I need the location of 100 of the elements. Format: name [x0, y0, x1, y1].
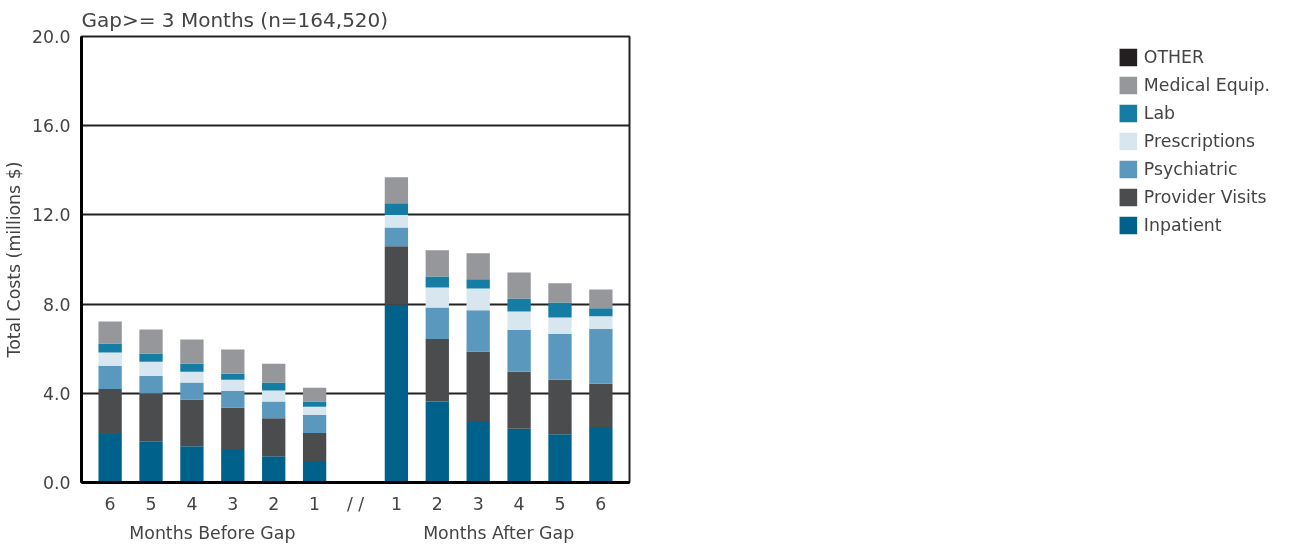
bar — [507, 371, 531, 429]
bar — [139, 361, 163, 376]
bar — [139, 353, 163, 362]
bar — [262, 382, 286, 391]
bar — [262, 401, 286, 419]
bar — [139, 441, 163, 483]
x-tick-label: 1 — [390, 493, 402, 514]
legend-label: Inpatient — [1143, 215, 1222, 235]
x-tick-label: 4 — [513, 493, 525, 514]
bar — [221, 379, 245, 392]
bar — [589, 328, 613, 384]
bar — [180, 446, 204, 483]
bar — [139, 329, 163, 354]
bar — [98, 343, 122, 353]
bar — [507, 298, 531, 312]
legend-label: Lab — [1143, 103, 1176, 123]
x-tick-label: 6 — [595, 493, 607, 514]
bar — [384, 177, 409, 204]
bar — [425, 401, 449, 483]
bar — [548, 434, 572, 483]
bar — [221, 391, 245, 408]
bar — [466, 253, 490, 280]
x-tick-label: 3 — [227, 493, 239, 514]
y-tick-label: 20.0 — [31, 27, 71, 47]
y-tick-label: 16.0 — [31, 116, 71, 137]
bar — [548, 302, 572, 318]
bar — [98, 352, 122, 366]
bar — [180, 399, 204, 447]
legend-label: OTHER — [1143, 47, 1205, 67]
x-tick-label: 2 — [431, 493, 443, 514]
legend-label: Psychiatric — [1143, 159, 1238, 179]
x-tick-label: 5 — [145, 493, 157, 514]
x-tick-label: 3 — [472, 493, 484, 514]
bar — [589, 426, 613, 483]
bar — [221, 449, 245, 483]
bar — [302, 432, 327, 462]
bar — [262, 390, 286, 402]
x-tick-label: 1 — [309, 493, 321, 514]
bar — [180, 363, 204, 372]
bar — [425, 338, 449, 402]
bar — [262, 363, 286, 383]
bar — [221, 407, 245, 450]
bar — [507, 311, 531, 330]
bar — [302, 406, 327, 415]
bar — [384, 227, 409, 247]
x-tick-label: 4 — [186, 493, 198, 514]
bar — [384, 246, 409, 305]
bar — [302, 414, 327, 433]
bar — [98, 389, 122, 435]
bar — [466, 420, 490, 483]
x-tick-label: 6 — [104, 493, 116, 514]
bar — [425, 276, 449, 288]
bar — [466, 279, 490, 289]
bar — [98, 321, 122, 344]
bar — [98, 434, 122, 483]
legend-label: Medical Equip. — [1143, 75, 1270, 95]
bar — [425, 250, 449, 277]
y-tick-label: 4.0 — [42, 383, 71, 404]
text: Months After Gap — [423, 522, 575, 543]
bar — [180, 371, 204, 383]
legend-label: Prescriptions — [1143, 131, 1256, 151]
bar — [425, 287, 449, 308]
bar — [589, 316, 613, 329]
bar — [589, 308, 613, 317]
bar — [221, 349, 245, 374]
x-tick-label: 5 — [554, 493, 566, 514]
bar — [589, 383, 613, 427]
bar — [262, 456, 286, 483]
bar — [139, 393, 163, 442]
bar — [139, 375, 163, 394]
y-tick-label: 12.0 — [31, 205, 71, 226]
bar — [507, 272, 531, 299]
y-tick-label: 0.0 — [42, 473, 71, 493]
bar — [466, 310, 490, 352]
legend-label: Provider Visits — [1143, 187, 1267, 207]
bar — [548, 317, 572, 334]
bar — [221, 373, 245, 380]
bar — [507, 329, 531, 372]
bar — [302, 387, 327, 402]
bar — [425, 307, 449, 339]
x-tick-label: / / — [346, 493, 365, 514]
bar — [384, 203, 409, 216]
bar — [548, 379, 572, 435]
y-tick-label: 8.0 — [42, 294, 71, 315]
bar — [548, 333, 572, 380]
y-axis-title: Total Costs (millions $) — [3, 161, 24, 359]
bar — [302, 461, 327, 483]
bar — [262, 418, 286, 457]
bar — [180, 339, 204, 364]
chart-title: Gap>= 3 Months (n=164,520) — [81, 7, 389, 32]
bar — [507, 428, 531, 483]
bar — [98, 365, 122, 390]
bar — [384, 215, 409, 228]
text: Months Before Gap — [129, 522, 296, 543]
bar — [466, 288, 490, 311]
x-tick-label: 2 — [268, 493, 280, 514]
bar — [548, 283, 572, 303]
bar — [302, 401, 327, 407]
bar — [180, 382, 204, 400]
bar — [384, 304, 409, 483]
